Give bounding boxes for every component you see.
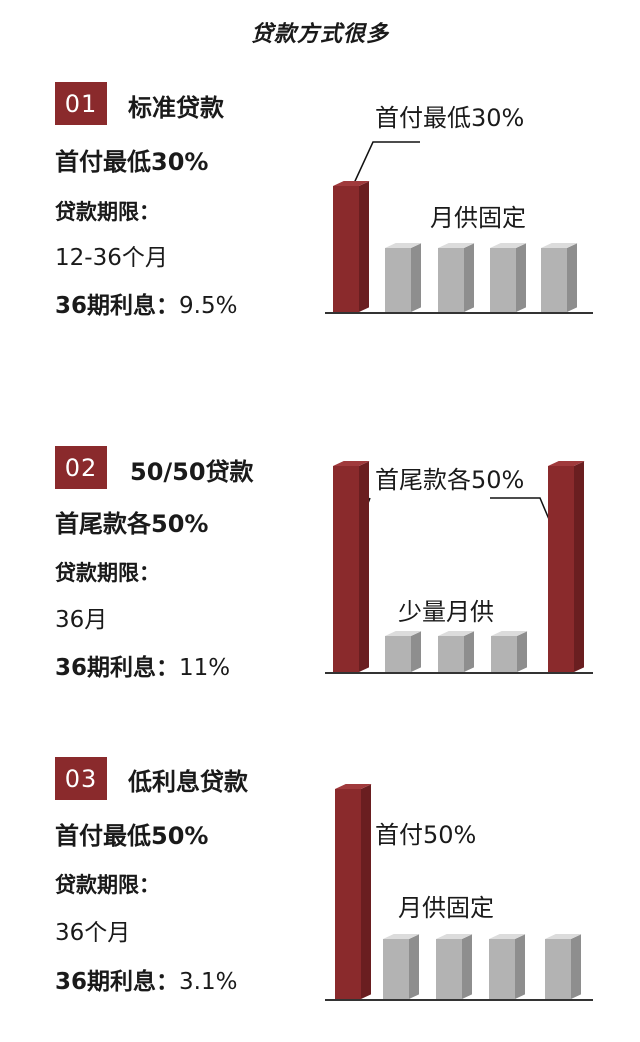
interest-rate: 36期利息：3.1% bbox=[55, 968, 237, 996]
bar-monthly bbox=[491, 631, 528, 672]
loan-term-label: 贷款期限： bbox=[55, 561, 160, 585]
chart-bars-label: 月供固定 bbox=[398, 894, 494, 922]
bar-monthly bbox=[385, 631, 422, 672]
chart-callout-label: 首尾款各50% bbox=[375, 466, 525, 494]
interest-rate-label: 36期利息： bbox=[55, 655, 180, 681]
bar-highlight bbox=[333, 461, 370, 672]
loan-term-value: 12-36个月 bbox=[55, 245, 168, 271]
down-payment-text: 首付最低50% bbox=[55, 822, 209, 850]
bar-monthly bbox=[490, 243, 527, 312]
down-payment-text: 首付最低30% bbox=[55, 148, 209, 176]
chart-bars-label: 月供固定 bbox=[430, 204, 526, 232]
bar-monthly bbox=[383, 934, 420, 999]
loan-term-label: 贷款期限： bbox=[55, 200, 160, 224]
bar-highlight bbox=[548, 461, 585, 672]
bar-monthly bbox=[436, 934, 473, 999]
interest-rate: 36期利息：11% bbox=[55, 654, 230, 682]
page-heading: 贷款方式很多 bbox=[250, 22, 389, 47]
chart-bars-label: 少量月供 bbox=[398, 598, 494, 626]
bar-monthly bbox=[541, 243, 578, 312]
loan-term-value: 36个月 bbox=[55, 920, 131, 946]
interest-rate-label: 36期利息： bbox=[55, 969, 180, 995]
section-title: 低利息贷款 bbox=[128, 768, 248, 796]
chart-callout-label: 首付50% bbox=[375, 821, 477, 849]
loan-term-label: 贷款期限： bbox=[55, 873, 160, 897]
interest-rate-value: 11% bbox=[179, 655, 231, 681]
bar-monthly bbox=[545, 934, 582, 999]
section-number-badge: 02 bbox=[55, 446, 107, 489]
loan-term-value: 36月 bbox=[55, 607, 108, 633]
bar-monthly bbox=[385, 243, 422, 312]
bar-monthly bbox=[438, 243, 475, 312]
chart-callout-label: 首付最低30% bbox=[375, 104, 525, 132]
bar-monthly bbox=[489, 934, 526, 999]
chart-baseline bbox=[325, 672, 593, 674]
bar-monthly bbox=[438, 631, 475, 672]
section-title: 50/50贷款 bbox=[130, 458, 254, 486]
down-payment-text: 首尾款各50% bbox=[55, 510, 209, 538]
chart-baseline bbox=[325, 999, 593, 1001]
section-number-badge: 03 bbox=[55, 757, 107, 800]
interest-rate-label: 36期利息： bbox=[55, 293, 180, 319]
interest-rate-value: 3.1% bbox=[179, 969, 238, 995]
section-number-badge: 01 bbox=[55, 82, 107, 125]
interest-rate: 36期利息：9.5% bbox=[55, 292, 237, 320]
section-title: 标准贷款 bbox=[128, 94, 224, 122]
chart-baseline bbox=[325, 312, 593, 314]
bar-highlight bbox=[333, 181, 370, 312]
bar-highlight bbox=[335, 784, 372, 999]
interest-rate-value: 9.5% bbox=[179, 293, 238, 319]
